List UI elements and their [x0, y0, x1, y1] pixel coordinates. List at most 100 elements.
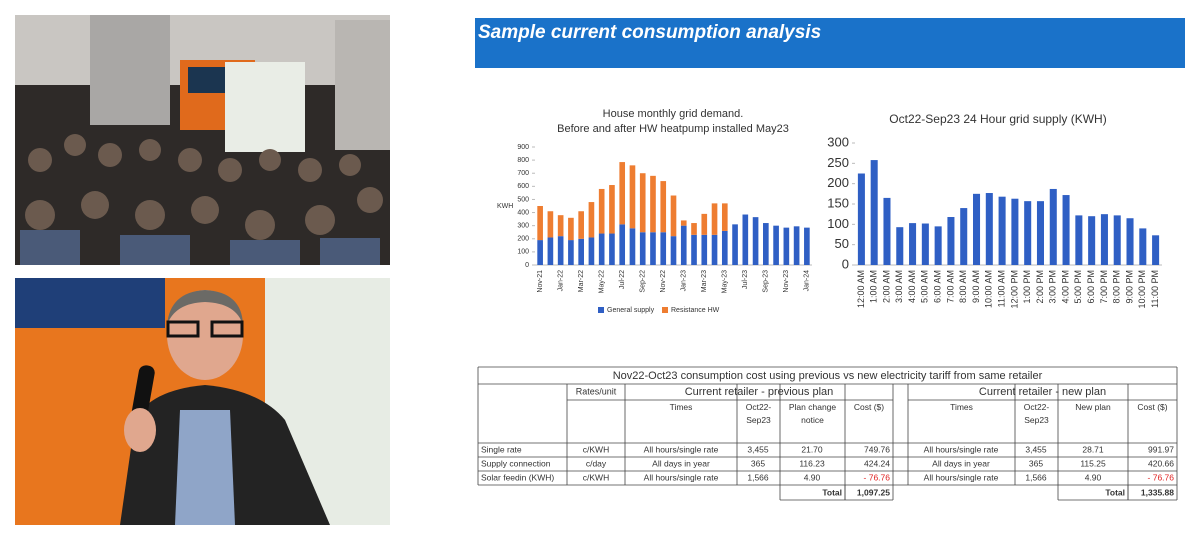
- bar-segment: [609, 233, 615, 265]
- bar-segment: [691, 234, 697, 265]
- bar: [1075, 215, 1083, 265]
- bar: [857, 173, 865, 265]
- bar: [883, 197, 891, 265]
- bar-segment: [537, 206, 543, 241]
- x-tick-label: 12:00 PM: [1009, 270, 1019, 309]
- bar-segment: [742, 214, 749, 265]
- y-tick-label: 150: [827, 195, 849, 210]
- table-cell: 3,455: [747, 444, 769, 454]
- table-total-label: Total: [822, 487, 842, 497]
- bar-segment: [588, 237, 595, 265]
- bar: [1049, 188, 1057, 265]
- table-cell: 424.24: [864, 458, 890, 468]
- legend-label: General supply: [607, 307, 655, 314]
- bar-segment: [537, 240, 543, 265]
- bar: [1126, 218, 1134, 265]
- bar-segment: [773, 225, 779, 265]
- bar-segment: [701, 213, 708, 235]
- banner: [475, 18, 1185, 68]
- table-column-header: Times: [950, 402, 973, 412]
- table-column-header: Cost ($): [854, 402, 884, 412]
- bar-segment: [660, 232, 667, 265]
- x-tick-label: 10:00 AM: [984, 270, 994, 308]
- bar-segment: [701, 234, 708, 265]
- bar: [985, 193, 993, 265]
- x-tick-label: 4:00 PM: [1060, 270, 1070, 304]
- legend-swatch: [662, 307, 668, 313]
- table-cell: All days in year: [932, 458, 990, 468]
- table-cell: Solar feedin (KWH): [481, 472, 554, 482]
- chart-subtitle: Before and after HW heatpump installed M…: [557, 123, 789, 135]
- x-tick-label: 9:00 PM: [1124, 270, 1134, 304]
- photo-audience: [15, 15, 390, 265]
- table-group-header: Current retailer - previous plan: [685, 386, 834, 398]
- table-cell: All hours/single rate: [644, 472, 719, 482]
- table-cell: - 76.76: [864, 472, 891, 482]
- x-tick-label: 6:00 PM: [1086, 270, 1096, 304]
- x-tick-label: 12:00 AM: [856, 270, 866, 308]
- x-tick-label: May-22: [599, 270, 606, 293]
- table-title: Nov22-Oct23 consumption cost using previ…: [613, 370, 1043, 382]
- x-tick-label: 7:00 AM: [945, 270, 955, 303]
- bar-segment: [650, 232, 656, 265]
- y-tick-label: 300: [517, 223, 529, 230]
- bar: [1011, 198, 1019, 265]
- table-cell: 21.70: [801, 444, 823, 454]
- bar-segment: [629, 228, 636, 265]
- bar: [947, 217, 955, 265]
- table-cell: All hours/single rate: [924, 472, 999, 482]
- table-column-header: New plan: [1075, 402, 1111, 412]
- bar-segment: [660, 181, 667, 233]
- table-cell: All days in year: [652, 458, 710, 468]
- bar-segment: [783, 227, 790, 265]
- y-tick-label: 50: [835, 236, 849, 251]
- x-tick-label: 2:00 PM: [1035, 270, 1045, 304]
- x-tick-label: Jul-23: [742, 270, 749, 289]
- table-column-header: Plan change notice: [789, 402, 837, 425]
- table-cell: 115.25: [1080, 458, 1106, 468]
- bar-segment: [721, 230, 728, 265]
- bar-segment: [609, 185, 615, 234]
- table-column-header: Oct22-Sep23: [746, 402, 772, 425]
- bar: [921, 223, 929, 265]
- x-tick-label: Mar-22: [578, 270, 585, 292]
- table-cell: 4.90: [804, 472, 821, 482]
- table-cell: c/day: [586, 458, 607, 468]
- bar: [1113, 215, 1121, 265]
- bar-segment: [547, 211, 554, 238]
- photo-speaker: [15, 278, 390, 525]
- y-tick-label: 900: [517, 144, 529, 151]
- table-cell: Single rate: [481, 444, 522, 454]
- bar: [1088, 216, 1096, 265]
- bar: [1139, 228, 1147, 265]
- bar-segment: [619, 162, 626, 225]
- x-tick-label: 1:00 AM: [869, 270, 879, 303]
- x-tick-label: Nov-22: [660, 270, 667, 293]
- banner-title: Sample current consumption analysis: [478, 22, 821, 43]
- table-cell: 3,455: [1025, 444, 1047, 454]
- y-tick-label: 200: [517, 236, 529, 243]
- x-tick-label: 5:00 AM: [920, 270, 930, 303]
- bar: [960, 208, 968, 265]
- x-tick-label: Nov-21: [537, 270, 544, 293]
- table-cell: All hours/single rate: [924, 444, 999, 454]
- x-tick-label: 7:00 PM: [1099, 270, 1109, 304]
- x-tick-label: Sep-22: [640, 270, 647, 293]
- x-tick-label: 6:00 AM: [933, 270, 943, 303]
- y-tick-label: 250: [827, 155, 849, 170]
- x-tick-label: 11:00 AM: [996, 270, 1006, 307]
- bar-segment: [568, 217, 574, 241]
- table-group-header: Current retailer - new plan: [979, 386, 1106, 398]
- x-tick-label: Jan-22: [557, 270, 564, 292]
- table-cell: Supply connection: [481, 458, 551, 468]
- bar: [1024, 201, 1032, 265]
- chart-title: Oct22-Sep23 24 Hour grid supply (KWH): [889, 112, 1106, 126]
- table-cell: 4.90: [1085, 472, 1102, 482]
- y-tick-label: 500: [517, 196, 529, 203]
- x-tick-label: 11:00 PM: [1150, 270, 1160, 308]
- bar-segment: [691, 223, 697, 235]
- table-cell: c/KWH: [583, 444, 609, 454]
- table-total-value: 1,097.25: [857, 487, 890, 497]
- x-tick-label: Jan-24: [804, 270, 811, 292]
- legend-swatch: [598, 307, 604, 313]
